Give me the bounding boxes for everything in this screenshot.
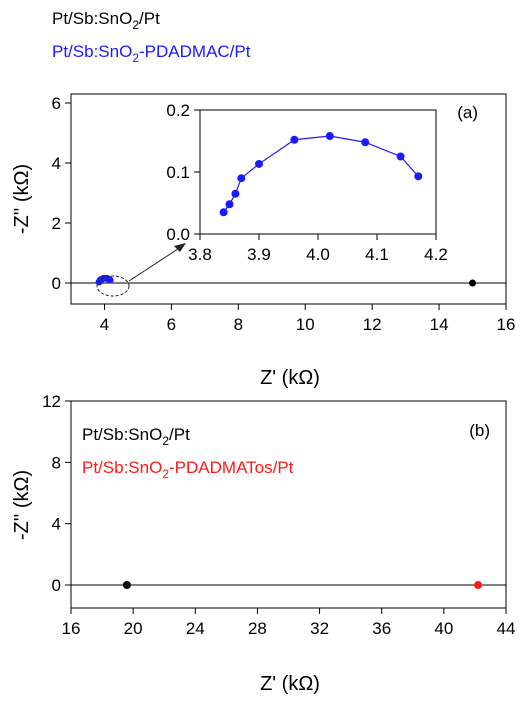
panel-a-legend: Pt/Sb:SnO2/Pt Pt/Sb:SnO2-PDADMAC/Pt [52,9,251,65]
inset-x-tick-label: 3.9 [247,245,271,264]
panel-a-legend-entry-1: Pt/Sb:SnO2/Pt [52,9,160,32]
panel-b-legend: Pt/Sb:SnO2/Pt Pt/Sb:SnO2-PDADMATos/Pt [82,425,294,481]
inset-series-point [396,152,405,161]
panel-b-x-tick-label: 28 [248,619,267,638]
zoom-arrow-line [128,244,185,282]
inset-x-tick-label: 4.0 [306,245,330,264]
inset-y-tick-label: 0.1 [166,163,190,182]
panel-b-frame [70,400,507,609]
panel-a-x-tick-label: 8 [234,315,243,334]
inset-x-tick-label: 4.1 [365,245,389,264]
panel-b-y-tick-label: 4 [52,515,61,534]
inset-series-point [225,200,234,209]
zoom-arrow-head [174,243,186,252]
panel-b-series-1-point [122,581,131,589]
panel-b-y-tick-label: 12 [42,392,61,411]
inset-series-point [231,189,240,198]
panel-a-series-1-point [469,279,477,287]
inset-series-point [255,159,263,168]
panel-a-x-tick-label: 10 [296,315,315,334]
panel-b-plot: (b) Pt/Sb:SnO2/Pt Pt/Sb:SnO2-PDADMATos/P… [11,392,515,695]
panel-b-legend-entry-1: Pt/Sb:SnO2/Pt [82,425,190,448]
panel-b-x-tick-label: 20 [124,619,143,638]
panel-a-y-axis-title: -Z'' (kΩ) [11,164,33,234]
panel-a-inset: 3.8 3.9 4.0 4.1 4.2 0.0 0.1 0.2 [166,101,447,264]
panel-b-x-axis-title: Z' (kΩ) [260,673,320,695]
inset-series-point [361,138,370,147]
panel-b-series-2-point [474,581,483,589]
panel-a-x-axis-title: Z' (kΩ) [260,367,320,389]
inset-y-tick-label: 0.2 [166,101,190,120]
inset-frame [199,109,437,235]
inset-x-tick-label: 3.8 [188,245,212,264]
panel-b-x-tick-label: 40 [434,619,453,638]
panel-b-x-tick-label: 24 [186,619,205,638]
panel-a-y-tick-label: 4 [52,154,61,173]
zoom-indicator [96,243,186,297]
inset-x-tick-label: 4.2 [424,245,448,264]
panel-a-x-tick-label: 16 [497,315,516,334]
panel-a-series-2-point [106,276,114,284]
panel-a-plot: (a) 4 6 8 10 12 14 16 0 2 4 6 Z' (kΩ) -Z'' (kΩ) [11,93,516,389]
zoom-ellipse [96,275,130,297]
panel-b-y-tick-label: 0 [52,576,61,595]
inset-series-point [237,174,246,183]
panel-a-legend-entry-2: Pt/Sb:SnO2-PDADMAC/Pt [52,42,251,65]
inset-series-point [325,132,334,141]
panel-b-y-axis-title: -Z'' (kΩ) [11,470,33,540]
panel-a-y-tick-label: 6 [52,94,61,113]
panel-a-x-tick-label: 4 [100,315,109,334]
panel-a-y-tick-label: 0 [52,274,61,293]
panel-b-y-tick-label: 8 [52,453,61,472]
panel-b-x-tick-label: 16 [62,619,81,638]
panel-b-x-tick-label: 44 [497,619,516,638]
panel-b-x-tick-label: 32 [310,619,329,638]
inset-series-point [414,172,423,181]
panel-b-legend-entry-2: Pt/Sb:SnO2-PDADMATos/Pt [82,458,294,481]
panel-b-x-tick-label: 36 [372,619,391,638]
panel-b-tag: (b) [469,421,490,440]
panel-a-x-tick-label: 6 [167,315,176,334]
inset-y-tick-label: 0.0 [166,225,190,244]
inset-series-point [219,208,228,217]
inset-series-point [290,135,299,144]
panel-a-x-tick-label: 14 [430,315,449,334]
panel-a-tag: (a) [457,103,478,122]
inset-series-line [223,135,419,213]
panel-a-x-tick-label: 12 [363,315,382,334]
panel-a-frame [70,93,507,305]
panel-a-y-tick-label: 2 [52,214,61,233]
